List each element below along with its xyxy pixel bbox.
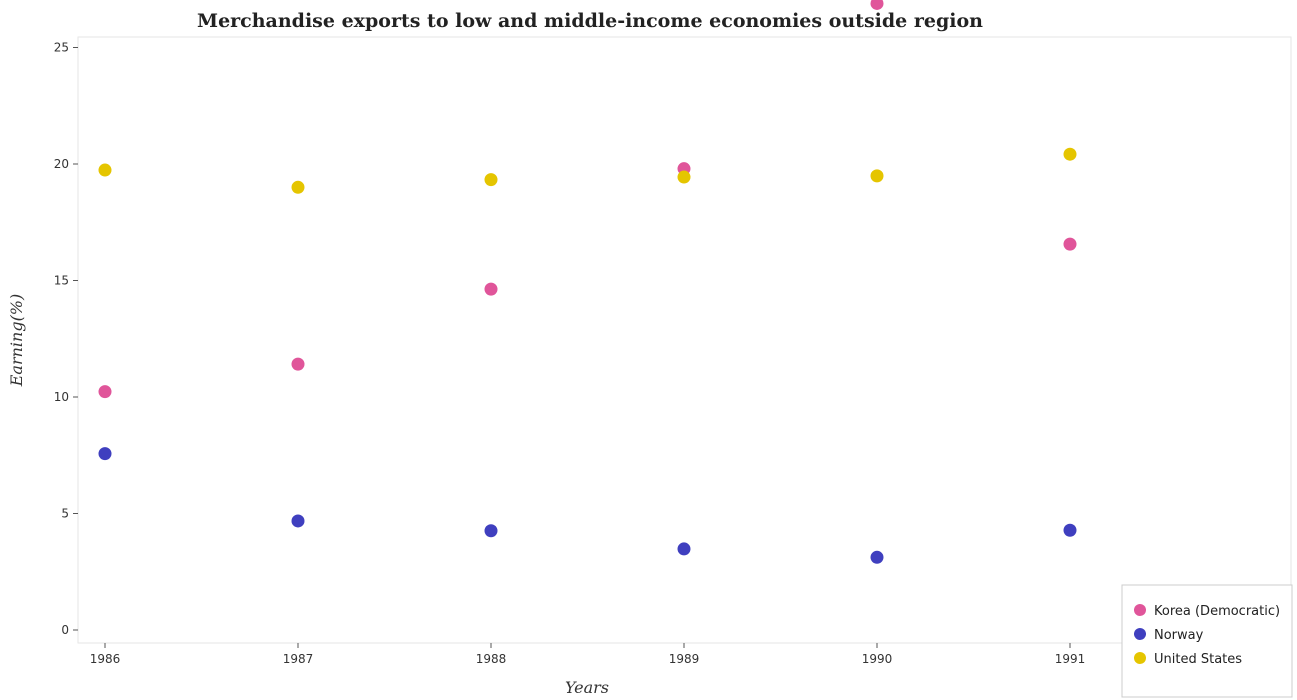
y-tick-label: 25 bbox=[54, 41, 69, 55]
point-united-states bbox=[484, 173, 498, 187]
data-points bbox=[98, 0, 1077, 564]
x-tick-label: 1988 bbox=[476, 652, 507, 666]
x-tick-label: 1986 bbox=[90, 652, 121, 666]
y-tick-label: 10 bbox=[54, 390, 69, 404]
y-tick-label: 5 bbox=[61, 507, 69, 521]
point-united-states bbox=[1063, 147, 1077, 161]
x-tick-label: 1990 bbox=[862, 652, 893, 666]
point-united-states bbox=[98, 163, 112, 177]
y-axis-ticks: 0 5 10 15 20 25 bbox=[54, 41, 78, 637]
y-tick-label: 15 bbox=[54, 274, 69, 288]
y-tick-label: 20 bbox=[54, 157, 69, 171]
point-united-states bbox=[677, 170, 691, 184]
y-axis-label: Earning(%) bbox=[7, 294, 26, 388]
x-tick-label: 1989 bbox=[669, 652, 700, 666]
x-tick-label: 1987 bbox=[283, 652, 314, 666]
point-norway bbox=[1063, 523, 1077, 537]
x-axis-label: Years bbox=[565, 678, 609, 697]
legend: Korea (Democratic) Norway United States bbox=[1121, 584, 1293, 698]
chart-title: Merchandise exports to low and middle-in… bbox=[197, 10, 983, 32]
legend-label: Korea (Democratic) bbox=[1154, 604, 1280, 619]
point-united-states bbox=[291, 180, 305, 194]
legend-box bbox=[1121, 584, 1293, 698]
x-tick-label: 1991 bbox=[1055, 652, 1086, 666]
point-norway bbox=[484, 524, 498, 538]
legend-marker bbox=[1134, 628, 1146, 640]
point-norway bbox=[291, 514, 305, 528]
point-korea-democratic bbox=[870, 0, 884, 10]
plot-area bbox=[77, 36, 1292, 644]
y-tick-label: 0 bbox=[61, 623, 69, 637]
point-korea-democratic bbox=[98, 385, 112, 399]
point-korea-democratic bbox=[291, 357, 305, 371]
legend-label: Norway bbox=[1154, 628, 1204, 643]
legend-marker bbox=[1134, 604, 1146, 616]
legend-label: United States bbox=[1154, 652, 1242, 667]
point-korea-democratic bbox=[484, 282, 498, 296]
point-korea-democratic bbox=[1063, 237, 1077, 251]
x-axis-ticks: 1986 1987 1988 1989 1990 1991 bbox=[90, 643, 1086, 666]
legend-marker bbox=[1134, 652, 1146, 664]
point-united-states bbox=[870, 169, 884, 183]
point-norway bbox=[677, 542, 691, 556]
point-norway bbox=[98, 447, 112, 461]
point-norway bbox=[870, 550, 884, 564]
